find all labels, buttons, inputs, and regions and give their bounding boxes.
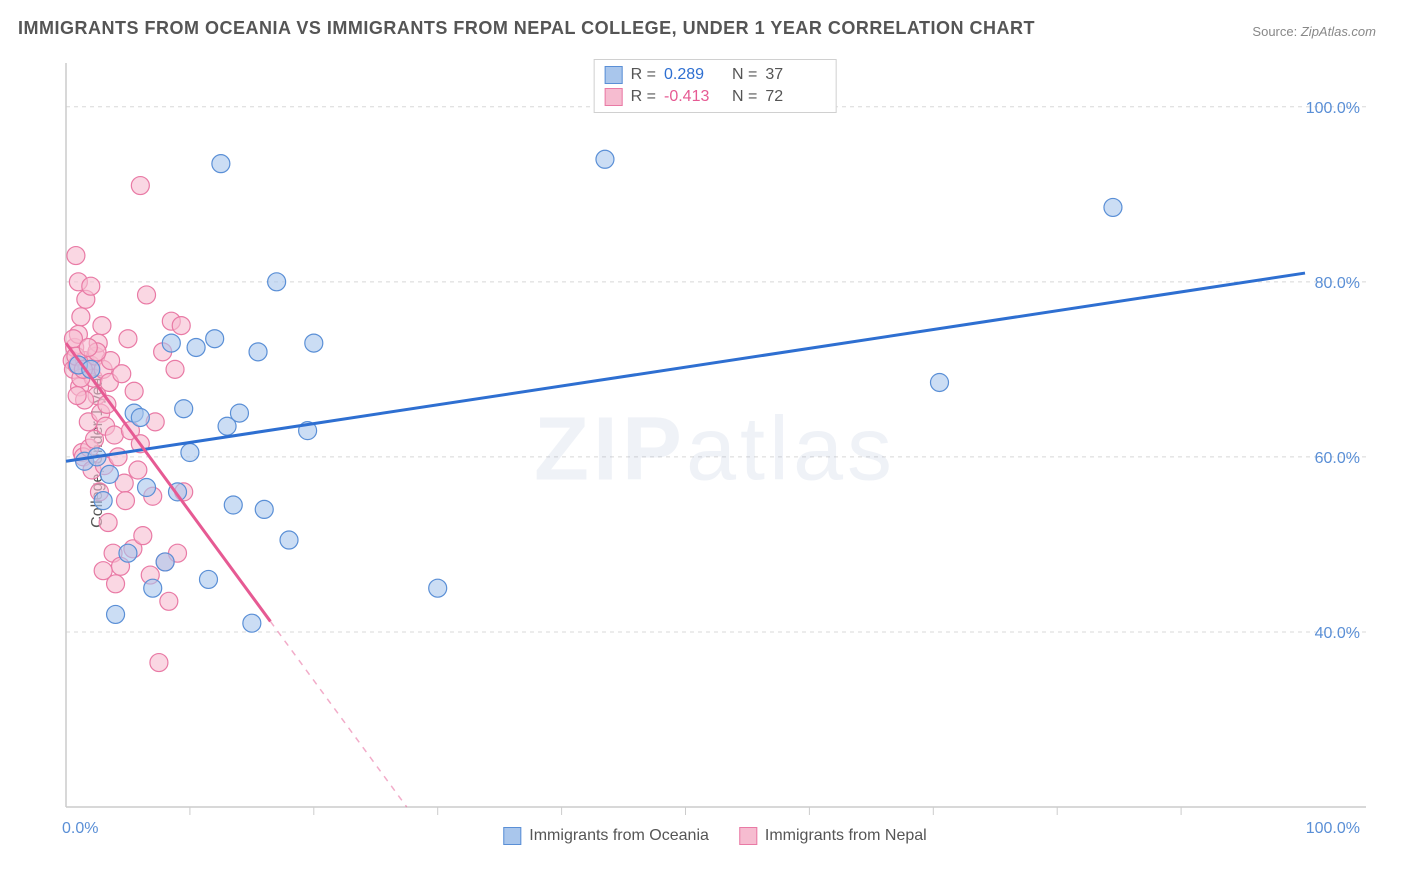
svg-text:100.0%: 100.0% (1306, 100, 1360, 117)
n-label: N = (732, 88, 757, 106)
svg-text:0.0%: 0.0% (62, 820, 98, 837)
series-legend: Immigrants from Oceania Immigrants from N… (503, 827, 926, 845)
svg-text:100.0%: 100.0% (1306, 820, 1360, 837)
legend-label: Immigrants from Oceania (529, 827, 709, 845)
r-label: R = (631, 88, 656, 106)
legend-item: Immigrants from Nepal (739, 827, 927, 845)
plot-surface: ZIPatlas 40.0% 60.0% 80.0% 100.0% 0.0% 100.0%… (60, 55, 1370, 845)
r-value: -0.413 (664, 88, 724, 106)
svg-text:40.0%: 40.0% (1315, 625, 1360, 642)
legend-row: R = -0.413 N = 72 (605, 86, 826, 108)
r-label: R = (631, 66, 656, 84)
legend-label: Immigrants from Nepal (765, 827, 927, 845)
chart-title: IMMIGRANTS FROM OCEANIA VS IMMIGRANTS FR… (18, 18, 1035, 39)
source-label: Source: (1252, 24, 1297, 39)
n-label: N = (732, 66, 757, 84)
source-value: ZipAtlas.com (1301, 24, 1376, 39)
r-value: 0.289 (664, 66, 724, 84)
legend-swatch (739, 827, 757, 845)
source-attribution: Source: ZipAtlas.com (1252, 24, 1376, 39)
watermark-bold: ZIP (534, 400, 686, 500)
correlation-legend: R = 0.289 N = 37 R = -0.413 N = 72 (594, 59, 837, 113)
n-value: 72 (765, 88, 825, 106)
legend-swatch (605, 88, 623, 106)
legend-swatch (503, 827, 521, 845)
svg-text:80.0%: 80.0% (1315, 275, 1360, 292)
n-value: 37 (765, 66, 825, 84)
legend-item: Immigrants from Oceania (503, 827, 709, 845)
svg-text:60.0%: 60.0% (1315, 450, 1360, 467)
watermark-thin: atlas (686, 400, 896, 500)
legend-row: R = 0.289 N = 37 (605, 64, 826, 86)
legend-swatch (605, 66, 623, 84)
chart-area: College, Under 1 year ZIPatlas 40.0%60.0… (50, 55, 1380, 845)
watermark: ZIPatlas (534, 399, 896, 502)
